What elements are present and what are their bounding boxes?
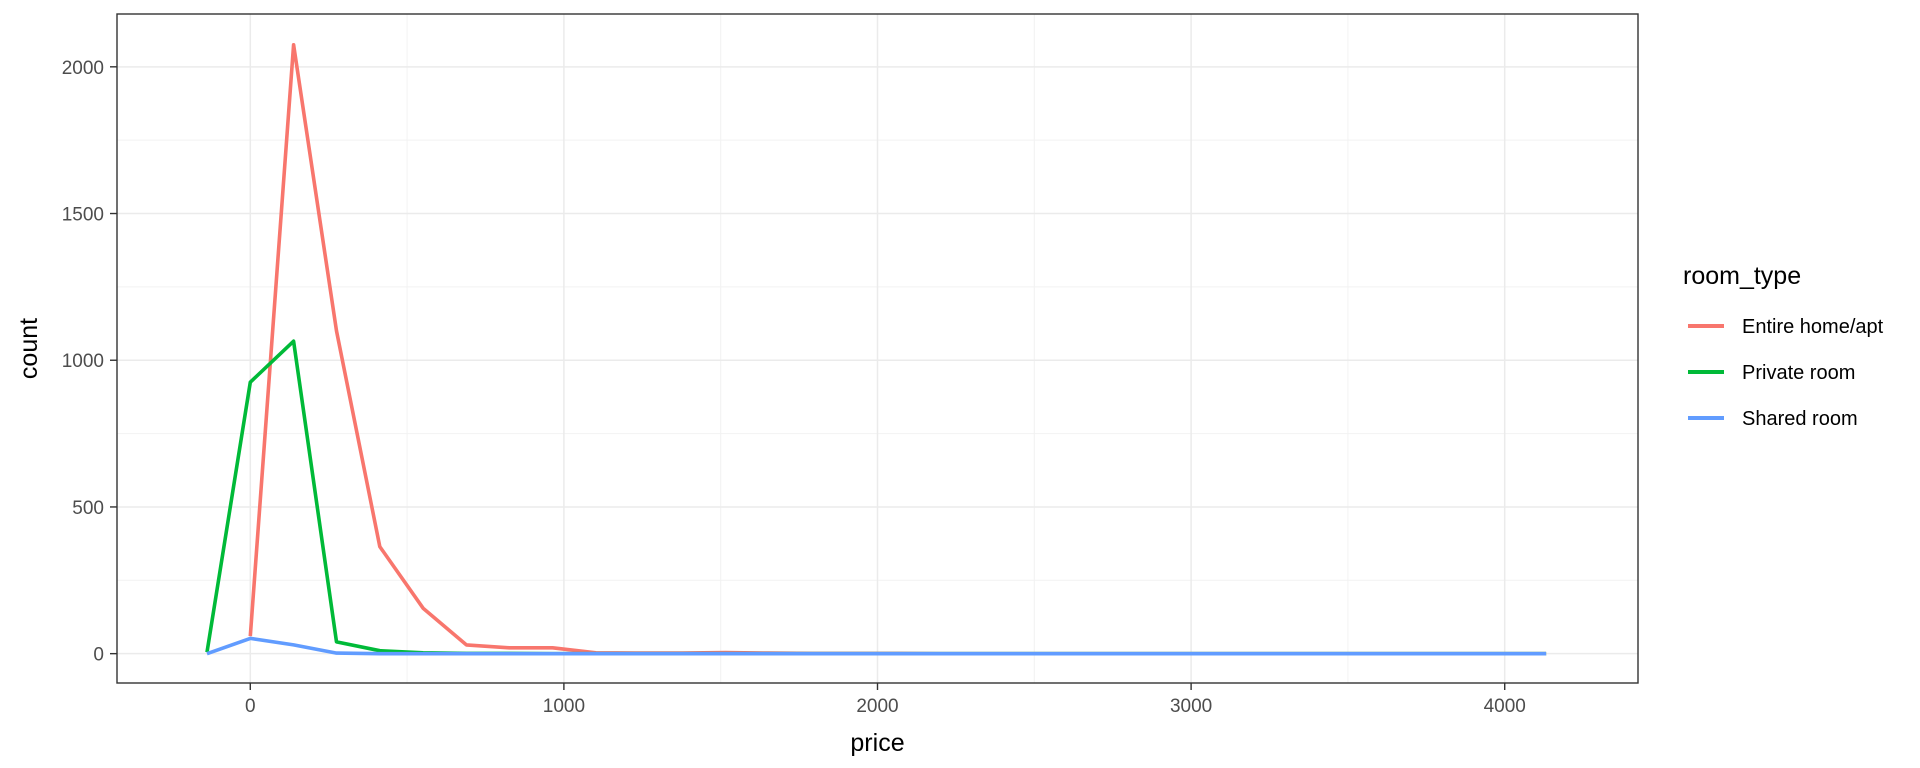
x-tick-label: 0 [245, 696, 256, 717]
series-line-0 [248, 42, 1547, 656]
grid-major [117, 14, 1638, 683]
x-tick-label: 1000 [543, 696, 585, 717]
series-layer [205, 42, 1547, 656]
series-line-1 [205, 339, 1547, 656]
series-line-2 [206, 636, 1547, 656]
x-axis-title: price [850, 729, 904, 757]
y-axis-title: count [15, 318, 43, 379]
y-tick-label: 1500 [62, 205, 104, 226]
legend-label-0: Entire home/apt [1742, 316, 1884, 338]
y-axis: 0 500 1000 1500 2000 [62, 58, 117, 666]
x-tick-label: 3000 [1170, 696, 1212, 717]
x-tick-label: 4000 [1484, 696, 1526, 717]
legend-title: room_type [1683, 262, 1801, 290]
x-tick-label: 2000 [856, 696, 898, 717]
y-tick-label: 0 [93, 645, 104, 666]
y-tick-label: 500 [72, 498, 104, 519]
legend-label-2: Shared room [1742, 408, 1858, 430]
x-axis: 0 1000 2000 3000 4000 [245, 683, 1526, 717]
y-tick-label: 2000 [62, 58, 104, 79]
legend: room_type Entire home/apt Private room Sha… [1683, 262, 1884, 430]
legend-label-1: Private room [1742, 362, 1855, 384]
y-tick-label: 1000 [62, 351, 104, 372]
